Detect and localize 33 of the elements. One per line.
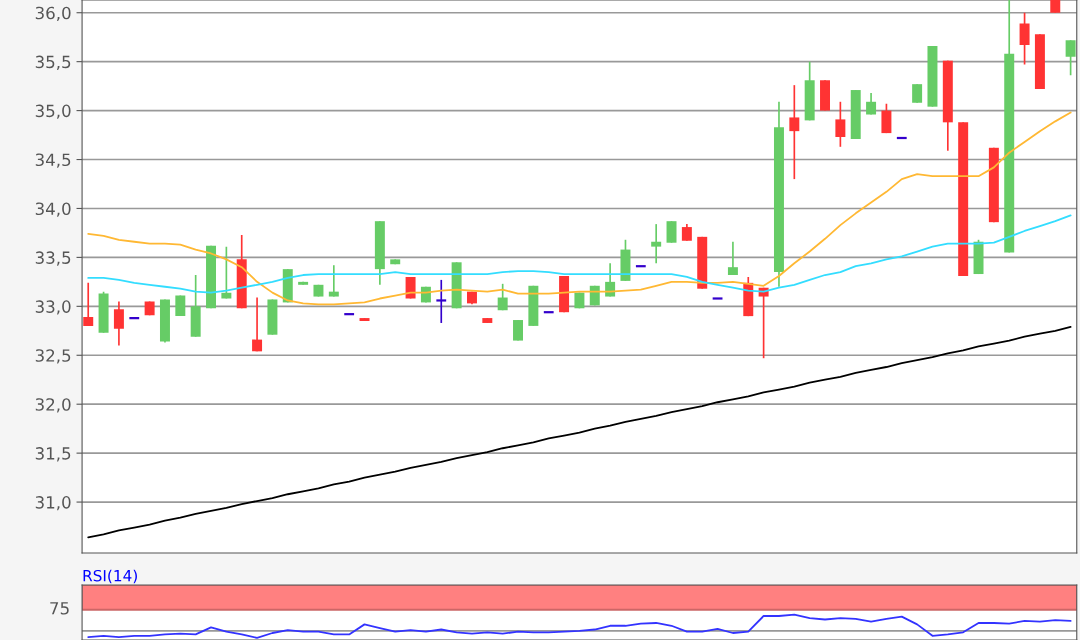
y-tick-label: 34,0 [35, 202, 71, 217]
candlestick [835, 100, 846, 148]
candlestick [113, 300, 124, 347]
y-tick-label: 33,0 [35, 300, 71, 315]
line-series [87, 111, 1072, 306]
candlestick [912, 83, 923, 104]
candlestick [1019, 11, 1030, 66]
y-tick-label: 34,5 [35, 153, 71, 168]
candlestick [866, 92, 877, 116]
candlestick [221, 245, 232, 300]
y-tick-label: 31,0 [35, 496, 71, 511]
y-tick-label: 36,0 [35, 6, 71, 21]
candlestick [513, 319, 524, 342]
candlestick [252, 296, 263, 353]
candlestick [727, 240, 738, 276]
candlestick [881, 102, 892, 134]
y-tick-label: 35,5 [35, 55, 71, 70]
candlestick [789, 84, 800, 180]
chart-title: RSI(14) [83, 569, 137, 584]
candlestick [1065, 39, 1076, 77]
candlestick [605, 262, 616, 298]
candlestick [435, 279, 448, 324]
candlestick [666, 220, 677, 244]
line-series [87, 325, 1072, 539]
y-tick-label: 32,0 [35, 398, 71, 413]
y-tick-label: 33,5 [35, 251, 71, 266]
y-tick-label: 32,5 [35, 349, 71, 364]
y-tick-label: 35,0 [35, 104, 71, 119]
y-tick-label: 31,5 [35, 447, 71, 462]
text: 75 [50, 602, 69, 615]
candlestick [328, 264, 339, 298]
candlestick [651, 223, 662, 265]
candlestick [497, 282, 508, 312]
